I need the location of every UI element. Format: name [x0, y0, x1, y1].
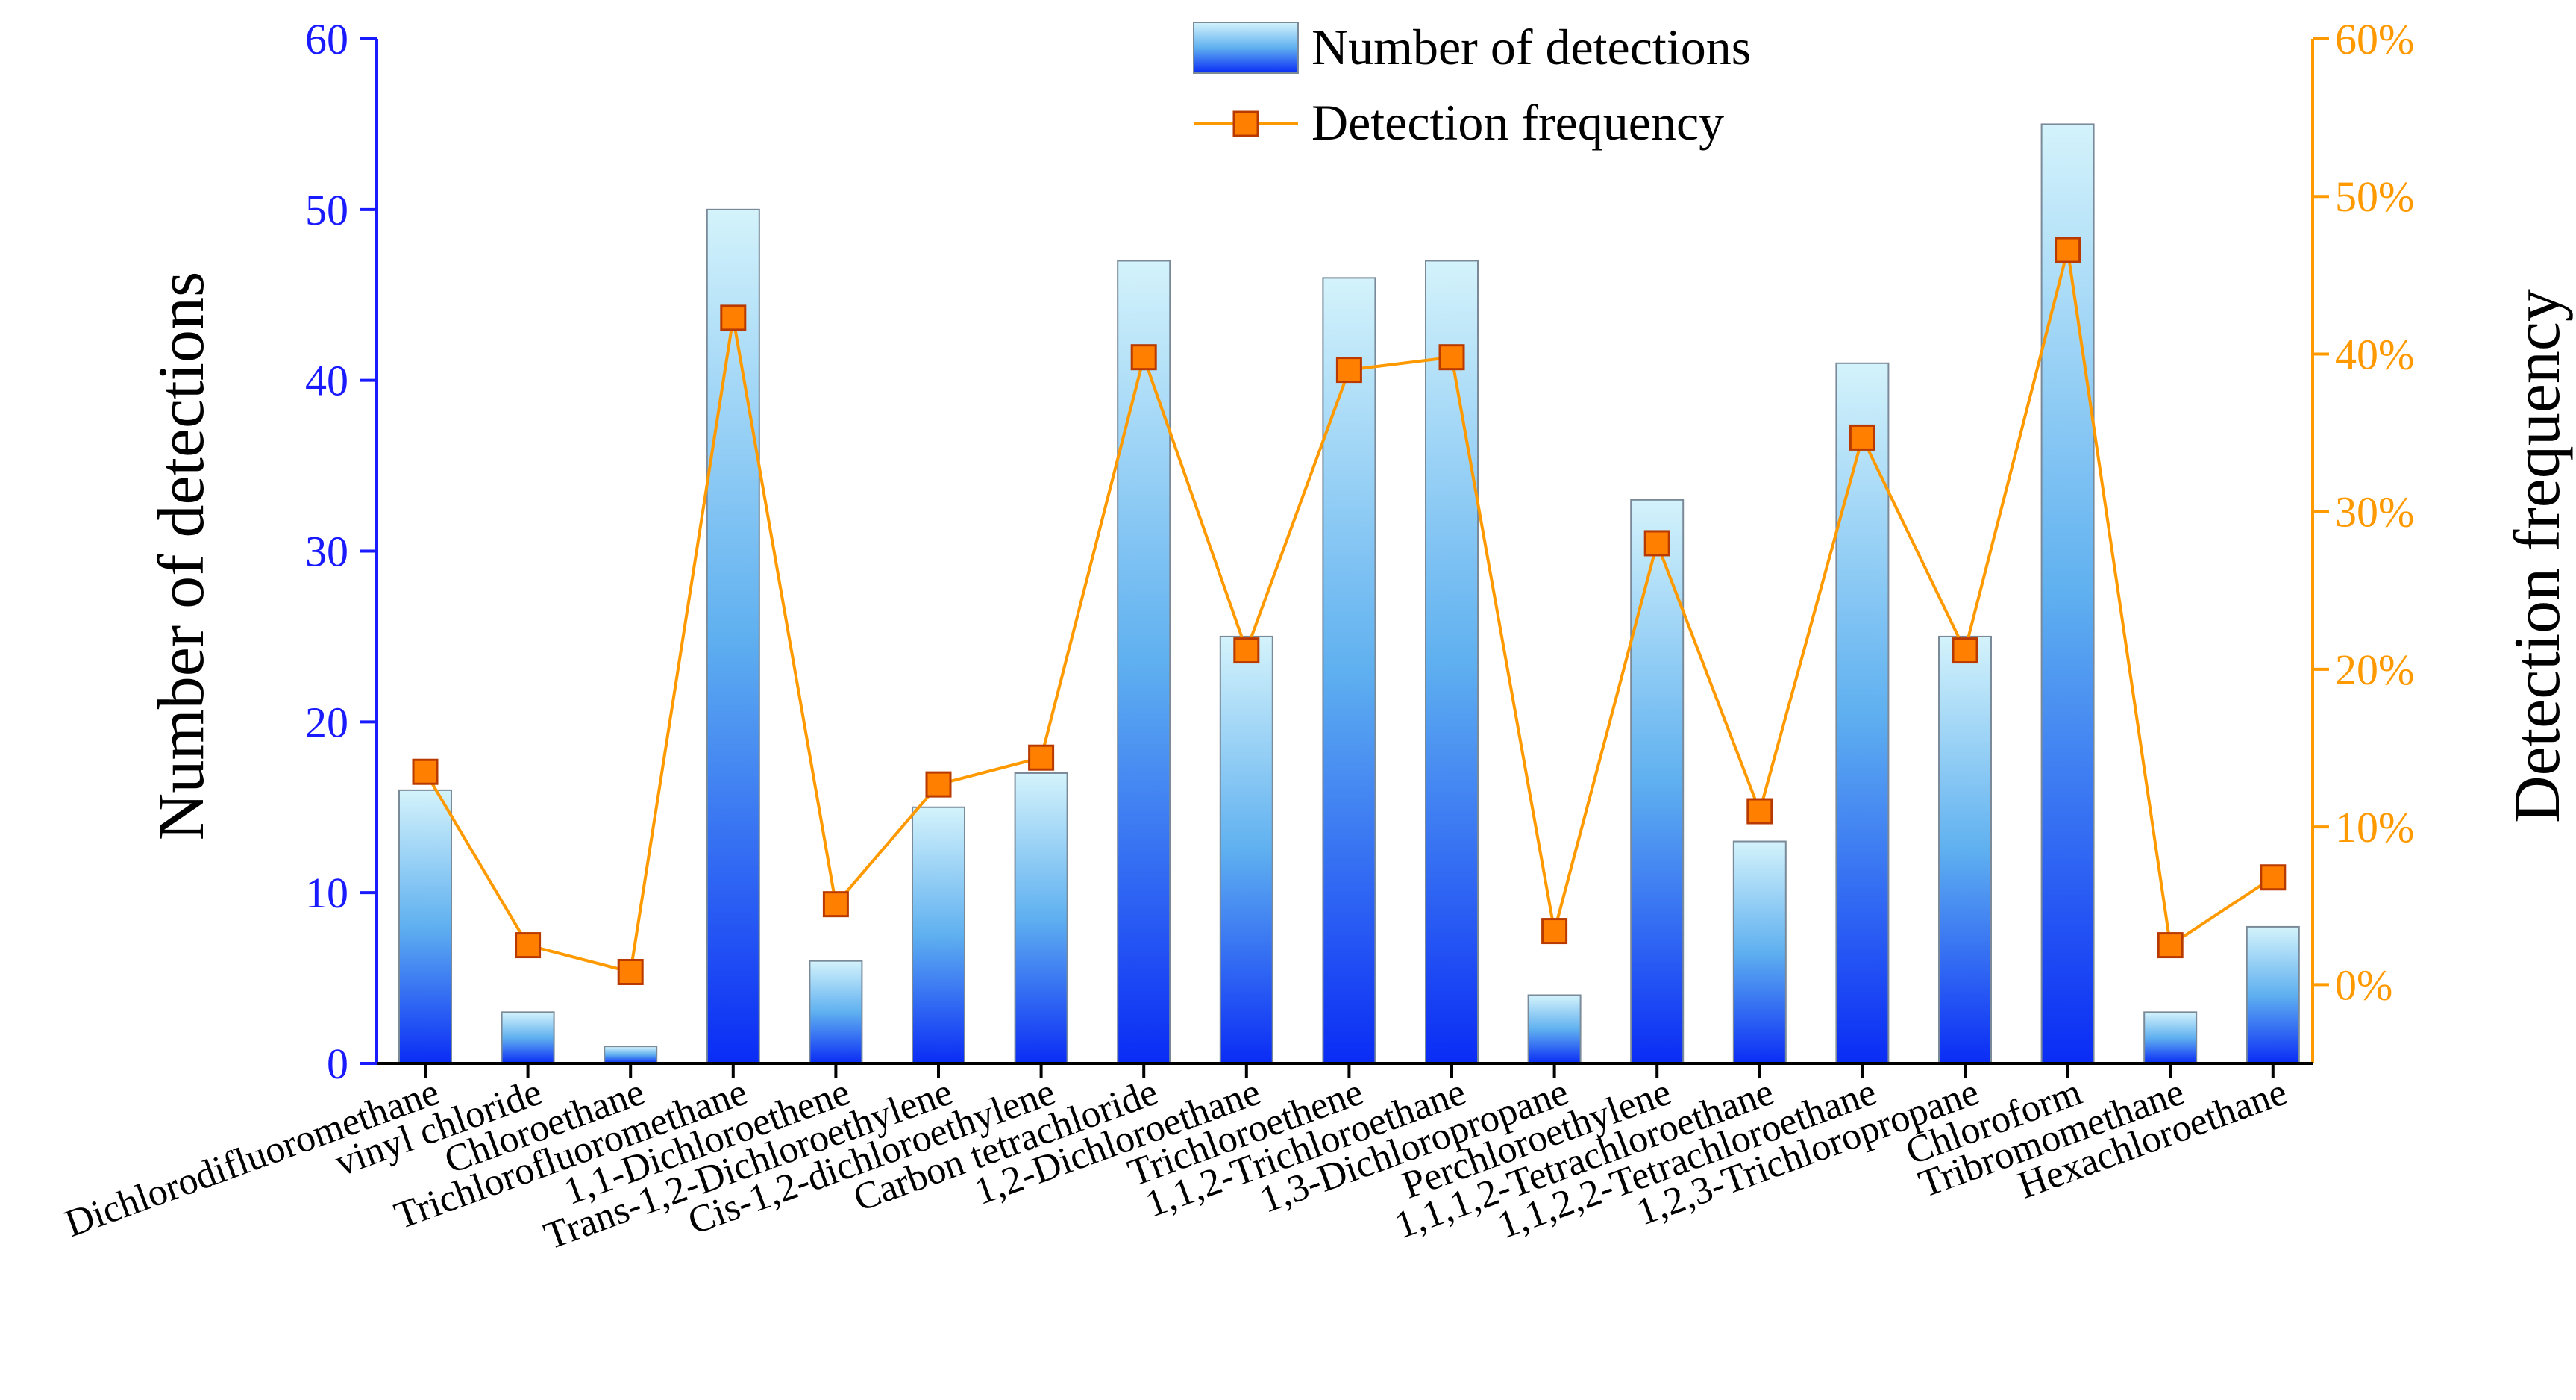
bar — [1732, 840, 1787, 1065]
line-marker — [1849, 424, 1875, 451]
right-tick-label: 30% — [2335, 488, 2414, 537]
bar — [912, 806, 965, 1064]
bar — [1835, 362, 1890, 1064]
line-marker — [1643, 530, 1670, 557]
bar — [1117, 260, 1171, 1065]
bar — [2246, 925, 2300, 1065]
line-marker — [1746, 798, 1773, 825]
bar — [706, 208, 760, 1064]
bar — [1014, 772, 1068, 1064]
left-tick-label: 30 — [305, 528, 348, 576]
line-marker — [1952, 637, 1978, 664]
left-tick-label: 40 — [305, 357, 348, 405]
line-marker — [1335, 357, 1362, 384]
line-marker — [515, 932, 542, 959]
bar — [1630, 499, 1685, 1064]
right-axis-title: Detection frequency — [2501, 289, 2574, 823]
bar — [1219, 635, 1273, 1064]
left-tick-label: 60 — [305, 15, 348, 63]
legend-line-label: Detection frequency — [1311, 94, 1724, 151]
line-marker — [2260, 864, 2287, 891]
right-tick-label: 20% — [2335, 646, 2414, 694]
bar — [2143, 1011, 2198, 1064]
line-marker — [822, 891, 849, 918]
legend-bar-label: Number of detections — [1311, 19, 1751, 75]
line-marker — [925, 771, 952, 798]
bar — [809, 960, 863, 1064]
line-layer — [412, 237, 2287, 985]
right-tick-label: 60% — [2335, 15, 2414, 63]
right-tick-label: 10% — [2335, 803, 2414, 851]
axes-layer — [360, 37, 2329, 1078]
right-tick-label: 40% — [2335, 330, 2414, 378]
line-marker — [1541, 918, 1568, 945]
line-marker — [2157, 932, 2184, 959]
line-marker — [2055, 237, 2081, 263]
bar — [1527, 994, 1582, 1065]
right-tick-label: 0% — [2335, 960, 2392, 1009]
bar — [398, 789, 452, 1065]
bar — [2040, 123, 2095, 1065]
line-marker — [412, 758, 439, 785]
left-tick-label: 50 — [305, 186, 348, 234]
left-tick-label: 10 — [305, 869, 348, 917]
right-tick-label: 50% — [2335, 172, 2414, 221]
line-marker — [720, 304, 747, 331]
legend: Number of detections Detection frequency — [1193, 19, 1751, 151]
line-marker — [1233, 637, 1260, 664]
bar — [604, 1046, 658, 1065]
line-marker — [617, 958, 644, 985]
legend-bar-swatch — [1193, 22, 1299, 74]
line-marker — [1438, 344, 1465, 371]
bar — [501, 1011, 555, 1064]
bar — [1425, 260, 1479, 1065]
left-tick-label: 0 — [327, 1040, 348, 1088]
bar — [1322, 277, 1376, 1064]
line-marker — [1028, 744, 1055, 771]
left-tick-label: 20 — [305, 698, 348, 746]
left-axis-title: Number of detections — [145, 272, 218, 840]
bars-layer — [398, 123, 2300, 1065]
bar — [1938, 635, 1992, 1064]
legend-line-marker — [1232, 110, 1259, 137]
line-marker — [1130, 344, 1157, 371]
